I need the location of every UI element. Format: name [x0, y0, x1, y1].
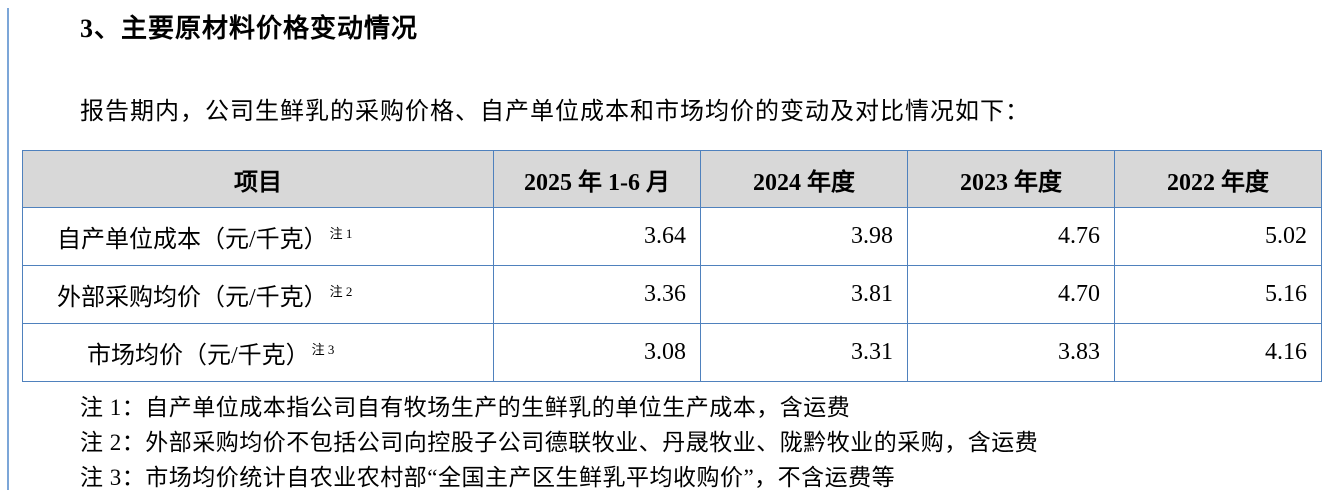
header-2024: 2024 年度: [700, 150, 908, 208]
header-2023: 2023 年度: [907, 150, 1115, 208]
note-ref-3: 注 3: [311, 342, 335, 357]
cell-value: 5.02: [1114, 207, 1322, 266]
cell-value: 3.64: [493, 207, 701, 266]
cell-value: 3.98: [700, 207, 908, 266]
header-item: 项目: [22, 150, 494, 208]
row-label-text: 外部采购均价（元/千克）: [57, 285, 328, 311]
cell-value: 4.16: [1114, 323, 1322, 382]
table-row: 自产单位成本（元/千克）注 1 3.64 3.98 4.76 5.02: [22, 207, 1322, 266]
footnote-1: 注 1：自产单位成本指公司自有牧场生产的生鲜乳的单位生产成本，含运费: [80, 395, 851, 420]
note-ref-2: 注 2: [329, 284, 353, 299]
cell-value: 3.83: [907, 323, 1115, 382]
row-label-text: 市场均价（元/千克）: [87, 343, 310, 369]
row-label-self-produced-unit-cost: 自产单位成本（元/千克）注 1: [22, 207, 494, 266]
page-edge-line: [7, 8, 9, 490]
row-label-external-purchase-avg-price: 外部采购均价（元/千克）注 2: [22, 265, 494, 324]
cell-value: 3.31: [700, 323, 908, 382]
footnote-2: 注 2：外部采购均价不包括公司向控股子公司德联牧业、丹晟牧业、陇黔牧业的采购，含…: [80, 430, 1039, 455]
cell-value: 3.81: [700, 265, 908, 324]
table-row: 外部采购均价（元/千克）注 2 3.36 3.81 4.70 5.16: [22, 265, 1322, 324]
cell-value: 4.70: [907, 265, 1115, 324]
row-label-market-avg-price: 市场均价（元/千克）注 3: [22, 323, 494, 382]
footnote-3: 注 3：市场均价统计自农业农村部“全国主产区生鲜乳平均收购价”，不含运费等: [80, 465, 896, 490]
table-row: 市场均价（元/千克）注 3 3.08 3.31 3.83 4.16: [22, 323, 1322, 382]
intro-paragraph: 报告期内，公司生鲜乳的采购价格、自产单位成本和市场均价的变动及对比情况如下：: [80, 99, 1030, 125]
header-2025-h1: 2025 年 1-6 月: [493, 150, 701, 208]
footnotes: 注 1：自产单位成本指公司自有牧场生产的生鲜乳的单位生产成本，含运费 注 2：外…: [80, 390, 1334, 490]
table-header-row: 项目 2025 年 1-6 月 2024 年度 2023 年度 2022 年度: [22, 150, 1322, 208]
cell-value: 5.16: [1114, 265, 1322, 324]
cell-value: 4.76: [907, 207, 1115, 266]
raw-material-price-table: 项目 2025 年 1-6 月 2024 年度 2023 年度 2022 年度 …: [22, 150, 1322, 382]
cell-value: 3.36: [493, 265, 701, 324]
section-title: 3、主要原材料价格变动情况: [80, 14, 419, 43]
header-2022: 2022 年度: [1114, 150, 1322, 208]
note-ref-1: 注 1: [329, 226, 353, 241]
row-label-text: 自产单位成本（元/千克）: [57, 227, 328, 253]
cell-value: 3.08: [493, 323, 701, 382]
